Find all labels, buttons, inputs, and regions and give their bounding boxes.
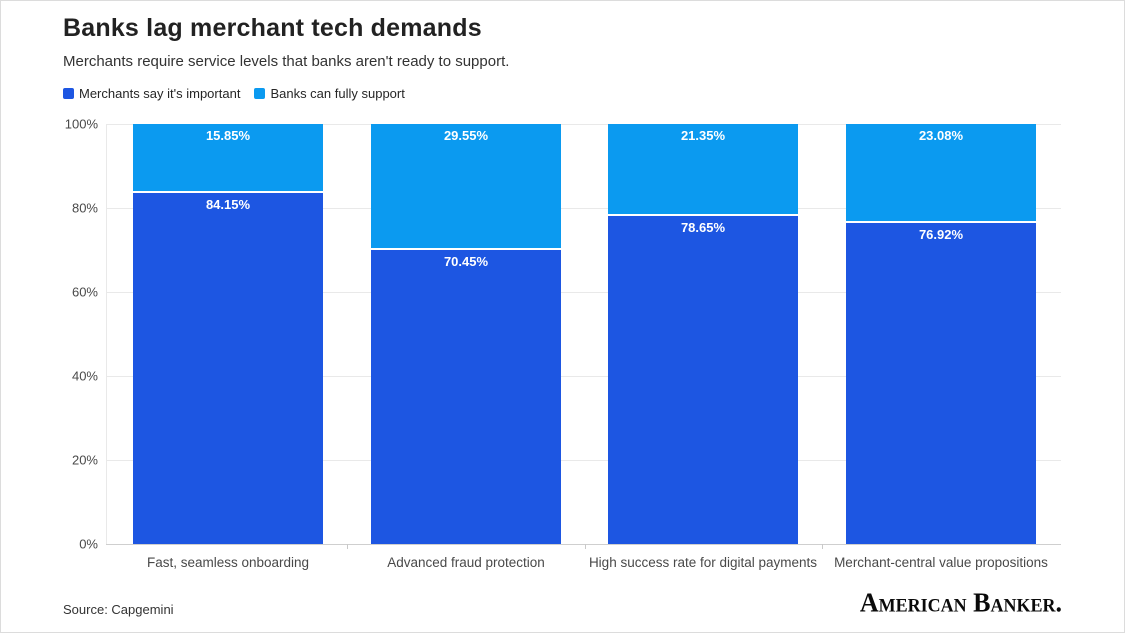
gridline-80%	[106, 208, 1061, 209]
segment-value-label: 76.92%	[918, 226, 964, 242]
x-axis-category-label: Fast, seamless onboarding	[146, 555, 310, 570]
x-axis-boundary-tick	[585, 544, 586, 549]
bar-segment-important: 76.92%	[846, 220, 1036, 544]
x-axis-category-label: Merchant-central value propositions	[834, 555, 1048, 570]
y-axis-tick-label: 0%	[79, 536, 98, 552]
legend-item-support: Banks can fully support	[254, 86, 405, 101]
y-axis-tick-label: 60%	[71, 284, 98, 300]
segment-value-label: 21.35%	[680, 128, 726, 143]
segment-value-label: 84.15%	[205, 196, 251, 212]
gridline-100%	[106, 124, 1061, 125]
bar-segment-support: 15.85%	[133, 124, 323, 191]
gridline-40%	[106, 376, 1061, 377]
bar-segment-support: 21.35%	[608, 124, 798, 214]
bar-segment-important: 84.15%	[133, 190, 323, 544]
y-axis-tick-label: 20%	[71, 452, 98, 468]
chart-legend: Merchants say it's important Banks can f…	[63, 86, 405, 101]
bar-2: 29.55% 70.45%	[371, 124, 561, 544]
x-axis-boundary-tick	[822, 544, 823, 549]
legend-label: Merchants say it's important	[79, 86, 241, 101]
segment-value-label: 15.85%	[205, 128, 251, 143]
legend-swatch-support-icon	[254, 88, 266, 99]
gridline-60%	[106, 292, 1061, 293]
bar-1: 15.85% 84.15%	[133, 124, 323, 544]
gridline-20%	[106, 460, 1061, 461]
y-axis-tick-label: 80%	[71, 200, 98, 216]
x-axis-category-label: Advanced fraud protection	[387, 555, 545, 570]
bar-4: 23.08% 76.92%	[846, 124, 1036, 544]
bar-3: 21.35% 78.65%	[608, 124, 798, 544]
american-banker-logo: American Banker.	[859, 587, 1062, 618]
bar-segment-support: 29.55%	[371, 124, 561, 249]
y-axis-line	[106, 124, 107, 544]
x-axis-category-label: High success rate for digital payments	[588, 555, 818, 570]
segment-value-label: 23.08%	[918, 128, 964, 143]
x-axis-boundary-tick	[347, 544, 348, 549]
gridline-0%	[106, 544, 1061, 545]
segment-value-label: 29.55%	[443, 128, 489, 143]
legend-item-important: Merchants say it's important	[63, 86, 240, 101]
legend-swatch-important-icon	[63, 88, 74, 99]
plot-area: 0% 20% 40% 60% 80% 100% 15.85% 84.15% Fast, seam…	[65, 117, 1061, 570]
bar-segment-important: 70.45%	[371, 248, 561, 544]
y-axis-tick-label: 100%	[64, 116, 98, 132]
legend-label: Banks can fully support	[270, 86, 405, 101]
chart-title: Banks lag merchant tech demands	[63, 14, 482, 42]
segment-value-label: 70.45%	[443, 254, 489, 270]
bar-segment-support: 23.08%	[846, 124, 1036, 221]
source-note: Source: Capgemini	[63, 602, 174, 617]
bar-segment-important: 78.65%	[608, 213, 798, 544]
chart-subtitle: Merchants require service levels that ba…	[63, 53, 510, 70]
y-axis-tick-label: 40%	[71, 368, 98, 384]
segment-value-label: 78.65%	[680, 219, 726, 235]
